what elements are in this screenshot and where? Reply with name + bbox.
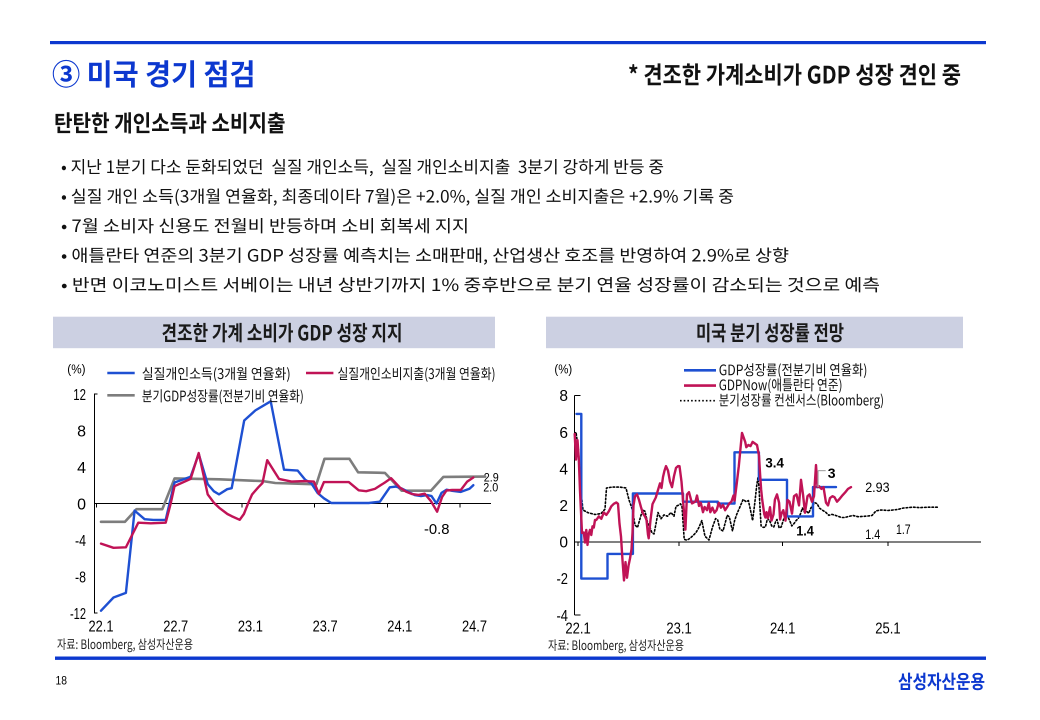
svg-text:1.4: 1.4	[796, 523, 814, 539]
svg-text:2: 2	[559, 498, 568, 515]
svg-text:23.1: 23.1	[238, 618, 263, 635]
svg-text:-4: -4	[557, 608, 569, 625]
svg-text:23.7: 23.7	[313, 618, 338, 635]
svg-text:4: 4	[77, 460, 86, 477]
svg-text:22.7: 22.7	[163, 618, 188, 635]
svg-text:-0.8: -0.8	[424, 522, 450, 538]
svg-text:(%): (%)	[67, 362, 85, 377]
svg-text:18: 18	[56, 674, 68, 688]
svg-text:2.9: 2.9	[484, 471, 499, 485]
svg-text:6: 6	[559, 425, 568, 442]
svg-text:2.93: 2.93	[865, 479, 890, 495]
svg-text:12: 12	[73, 387, 86, 404]
svg-text:23.1: 23.1	[666, 621, 691, 638]
svg-text:-12: -12	[70, 606, 86, 623]
svg-text:24.1: 24.1	[387, 618, 412, 635]
svg-text:8: 8	[559, 388, 568, 405]
svg-text:3: 3	[828, 465, 836, 481]
svg-text:2.0: 2.0	[483, 481, 498, 495]
svg-text:0: 0	[559, 535, 568, 552]
svg-text:22.1: 22.1	[89, 618, 114, 635]
svg-text:1.4: 1.4	[865, 526, 880, 542]
svg-text:24.7: 24.7	[462, 618, 487, 635]
svg-text:-4: -4	[75, 533, 86, 550]
svg-text:-2: -2	[557, 571, 569, 588]
svg-text:-8: -8	[75, 569, 86, 586]
svg-text:25.1: 25.1	[875, 621, 900, 638]
svg-text:0: 0	[77, 496, 86, 513]
svg-text:22.1: 22.1	[565, 621, 590, 638]
svg-text:3.4: 3.4	[765, 455, 784, 471]
svg-text:4: 4	[559, 461, 568, 478]
svg-text:24.1: 24.1	[770, 621, 795, 638]
svg-text:(%): (%)	[554, 362, 572, 377]
svg-text:8: 8	[77, 423, 86, 440]
svg-text:1.7: 1.7	[896, 521, 911, 537]
